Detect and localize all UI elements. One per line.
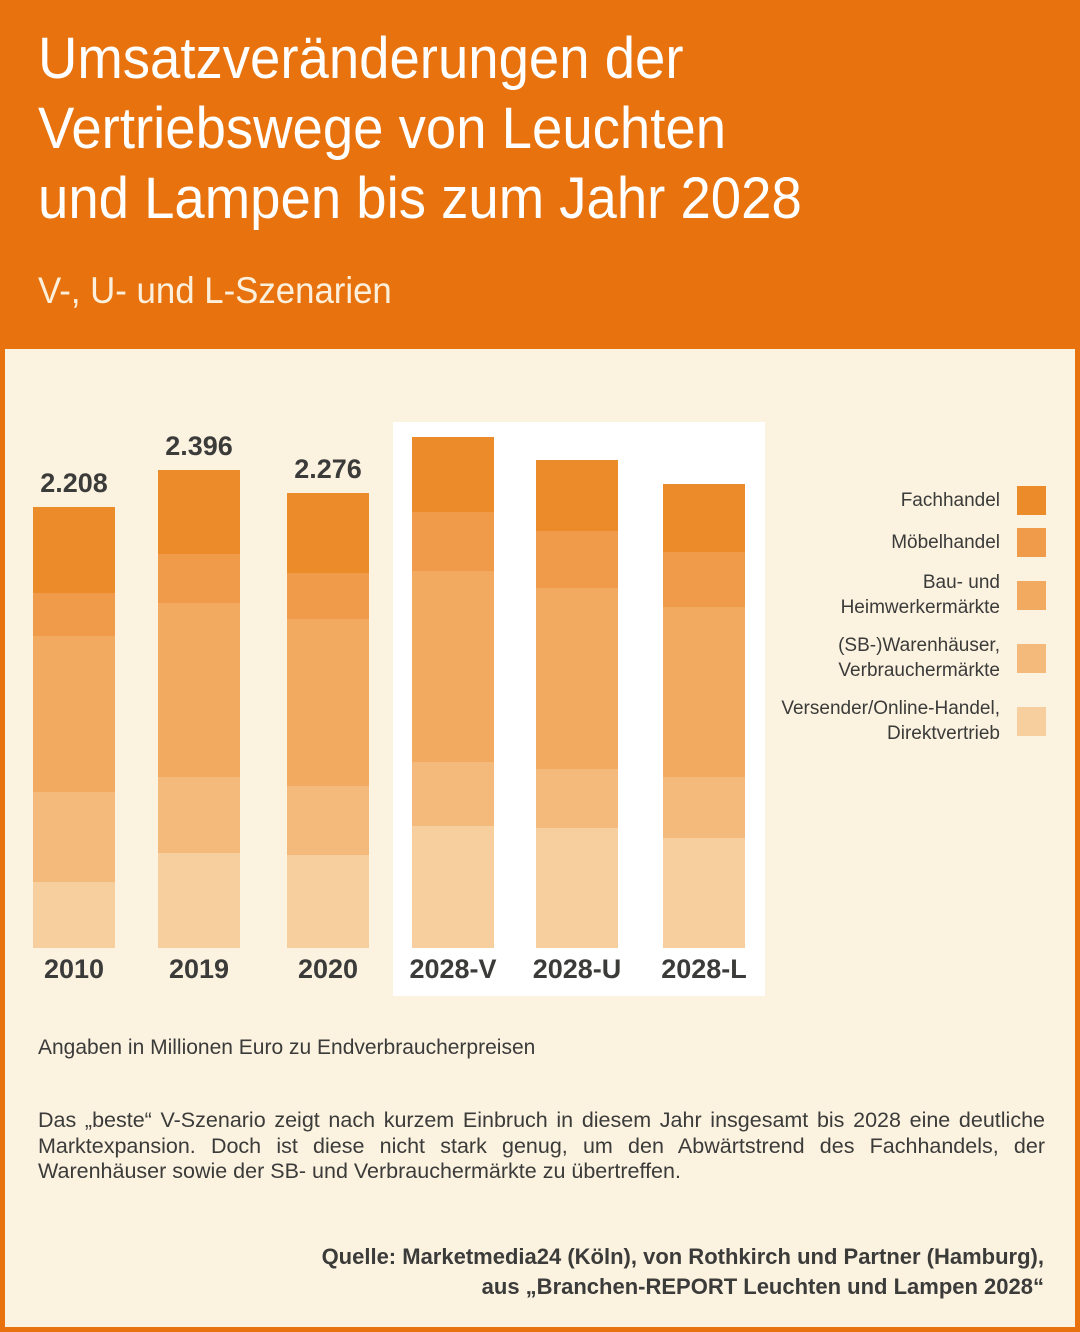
page-subtitle: V-, U- und L-Szenarien — [38, 270, 392, 311]
stacked-bar-2010 — [33, 507, 115, 948]
bar-segment — [412, 437, 494, 512]
bar-segment — [412, 762, 494, 826]
bar-segment — [287, 573, 369, 619]
bar-segment — [287, 493, 369, 573]
legend-label: Versender/Online-Handel, Direktvertrieb — [781, 698, 1000, 744]
legend-label: Bau- und Heimwerkermärkte — [840, 572, 1000, 618]
bar-segment — [33, 792, 115, 882]
category-label-2028-L: 2028-L — [661, 954, 747, 984]
bar-segment — [158, 777, 240, 853]
legend-label: Fachhandel — [900, 490, 1000, 511]
bar-segment — [663, 484, 745, 552]
stacked-bar-2028-L — [663, 484, 745, 948]
bar-segment — [158, 470, 240, 554]
legend-color-swatch — [1017, 643, 1046, 673]
bar-segment — [158, 853, 240, 948]
page-title-line-2: Vertriebswege von Leuchten — [38, 96, 727, 161]
bar-segment — [412, 826, 494, 948]
bar-total-label: 2.276 — [294, 454, 362, 484]
legend-item: (SB-)Warenhäuser, Verbrauchermärkte — [781, 633, 1046, 683]
bar-segment — [663, 552, 745, 607]
bar-segment — [663, 838, 745, 948]
bar-segment — [33, 507, 115, 593]
bar-segment — [33, 882, 115, 948]
legend-item: Fachhandel — [781, 486, 1046, 515]
bar-segment — [287, 855, 369, 948]
bar-segment — [536, 588, 618, 769]
frame-border-right — [1075, 349, 1080, 1332]
bar-segment — [663, 607, 745, 777]
category-label-2020: 2020 — [297, 954, 359, 984]
legend-color-swatch — [1017, 486, 1046, 515]
bar-segment — [158, 603, 240, 777]
category-label-2010: 2010 — [43, 954, 105, 984]
frame-border-left — [0, 349, 5, 1332]
source-line-1: Quelle: Marketmedia24 (Köln), von Rothki… — [321, 1244, 1044, 1269]
frame-border-bottom — [0, 1327, 1080, 1332]
legend-color-swatch — [1017, 528, 1046, 557]
header-banner: Umsatzveränderungen der Vertriebswege vo… — [0, 0, 1080, 349]
bar-total-label: 2.208 — [40, 468, 108, 498]
page-title-line-3: und Lampen bis zum Jahr 2028 — [38, 166, 802, 231]
bar-segment — [412, 512, 494, 571]
legend-color-swatch — [1017, 706, 1046, 736]
bar-segment — [536, 531, 618, 588]
source-note: Quelle: Marketmedia24 (Köln), von Rothki… — [322, 1242, 1044, 1302]
legend-item: Möbelhandel — [781, 528, 1046, 557]
bar-segment — [158, 554, 240, 603]
legend-item: Versender/Online-Handel, Direktvertrieb — [781, 696, 1046, 746]
bar-segment — [33, 593, 115, 636]
source-line-2: aus „Branchen-REPORT Leuchten und Lampen… — [481, 1274, 1044, 1299]
legend-label: (SB-)Warenhäuser, Verbrauchermärkte — [838, 635, 1000, 681]
category-label-2028-U: 2028-U — [532, 954, 622, 984]
bar-total-label: 2.396 — [165, 431, 233, 461]
bar-segment — [412, 571, 494, 762]
bar-segment — [287, 786, 369, 855]
bar-segment — [536, 769, 618, 828]
stacked-bar-2028-U — [536, 460, 618, 948]
legend-label: Möbelhandel — [891, 532, 1000, 553]
page-title: Umsatzveränderungen der Vertriebswege vo… — [38, 24, 802, 234]
stacked-bar-2028-V — [412, 437, 494, 948]
category-label-2028-V: 2028-V — [409, 954, 497, 984]
bar-segment — [33, 636, 115, 792]
page-title-line-1: Umsatzveränderungen der — [38, 26, 684, 91]
bar-segment — [663, 777, 745, 838]
bar-segment — [287, 619, 369, 786]
bar-segment — [536, 460, 618, 531]
category-label-2019: 2019 — [168, 954, 230, 984]
unit-note: Angaben in Millionen Euro zu Endverbrauc… — [38, 1036, 536, 1059]
legend: Fachhandel Möbelhandel Bau- und Heimwerker… — [781, 486, 1046, 746]
legend-item: Bau- und Heimwerkermärkte — [781, 570, 1046, 620]
commentary-paragraph: Das „beste“ V-Szenario zeigt nach kurzem… — [38, 1108, 1045, 1183]
stacked-bar-2020 — [287, 493, 369, 948]
bar-segment — [536, 828, 618, 948]
stacked-bar-2019 — [158, 470, 240, 948]
legend-color-swatch — [1017, 580, 1046, 610]
